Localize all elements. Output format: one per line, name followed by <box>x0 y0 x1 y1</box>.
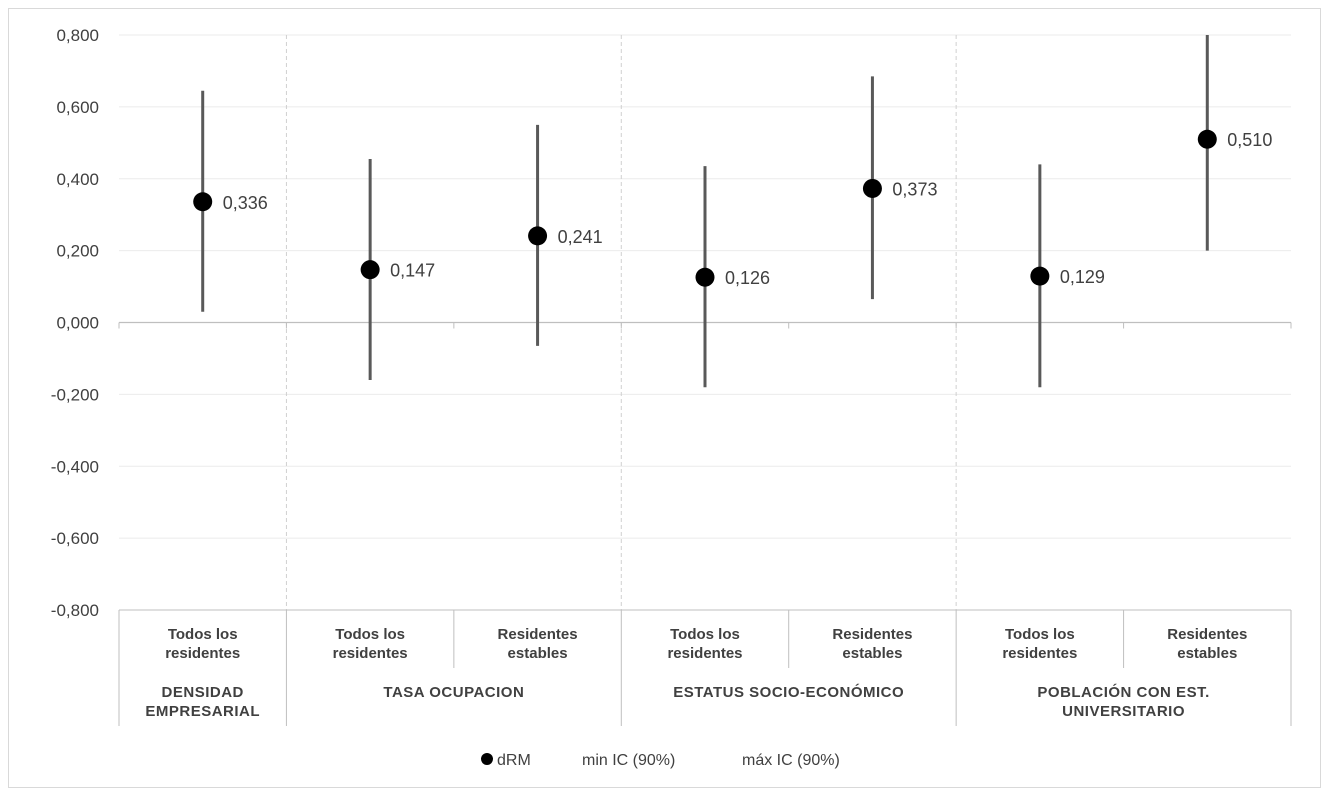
y-tick-label: 0,000 <box>56 314 99 333</box>
y-tick-label: 0,400 <box>56 170 99 189</box>
data-point <box>360 260 380 280</box>
category-label: residentes <box>667 645 742 662</box>
category-label: Todos los <box>670 626 740 643</box>
category-label: Todos los <box>335 626 405 643</box>
data-label: 0,373 <box>892 179 937 199</box>
data-label: 0,126 <box>725 268 770 288</box>
y-tick-label: -0,800 <box>51 601 99 620</box>
data-point <box>695 267 715 287</box>
data-label: 0,147 <box>390 261 435 281</box>
category-label: residentes <box>333 645 408 662</box>
data-label: 0,336 <box>223 193 268 213</box>
chart-frame <box>8 8 1321 788</box>
category-label: residentes <box>1002 645 1077 662</box>
data-point <box>1197 129 1217 149</box>
y-tick-label: -0,400 <box>51 457 99 476</box>
y-tick-label: 0,800 <box>56 26 99 45</box>
group-label: TASA OCUPACION <box>383 684 524 701</box>
data-label: 0,510 <box>1227 130 1272 150</box>
category-label: estables <box>508 645 568 662</box>
group-label: UNIVERSITARIO <box>1062 703 1185 720</box>
y-tick-label: 0,200 <box>56 242 99 261</box>
y-tick-labels: -0,800 -0,600 -0,400 -0,200 0,000 0,200 0,400 0… <box>51 26 99 620</box>
legend-marker-drm <box>481 753 493 765</box>
group-label: DENSIDAD <box>162 684 244 701</box>
data-point <box>862 178 882 198</box>
legend: dRM min IC (90%) máx IC (90%) <box>481 752 840 769</box>
category-label: Todos los <box>1005 626 1075 643</box>
y-tick-label: -0,200 <box>51 385 99 404</box>
legend-label-min: min IC (90%) <box>582 752 675 769</box>
x-category-labels: Todos los residentes Todos los residentes Re… <box>145 626 1247 720</box>
group-label: EMPRESARIAL <box>145 703 260 720</box>
category-label: Residentes <box>832 626 912 643</box>
category-label: Residentes <box>1167 626 1247 643</box>
group-label: POBLACIÓN CON EST. <box>1037 683 1209 701</box>
group-label: ESTATUS SOCIO-ECONÓMICO <box>673 683 904 701</box>
category-label: Todos los <box>168 626 238 643</box>
category-label: estables <box>842 645 902 662</box>
legend-label-drm: dRM <box>497 752 531 769</box>
data-label: 0,129 <box>1060 267 1105 287</box>
category-label: Residentes <box>498 626 578 643</box>
y-tick-label: 0,600 <box>56 98 99 117</box>
legend-label-max: máx IC (90%) <box>742 752 840 769</box>
data-point <box>1030 266 1050 286</box>
y-tick-label: -0,600 <box>51 529 99 548</box>
category-label: residentes <box>165 645 240 662</box>
data-label: 0,241 <box>558 227 603 247</box>
data-point <box>528 226 548 246</box>
plot-area: 0,336 0,147 0,241 0,126 0,373 0,129 0,510 <box>193 35 1272 388</box>
data-point <box>193 192 213 212</box>
category-label: estables <box>1177 645 1237 662</box>
